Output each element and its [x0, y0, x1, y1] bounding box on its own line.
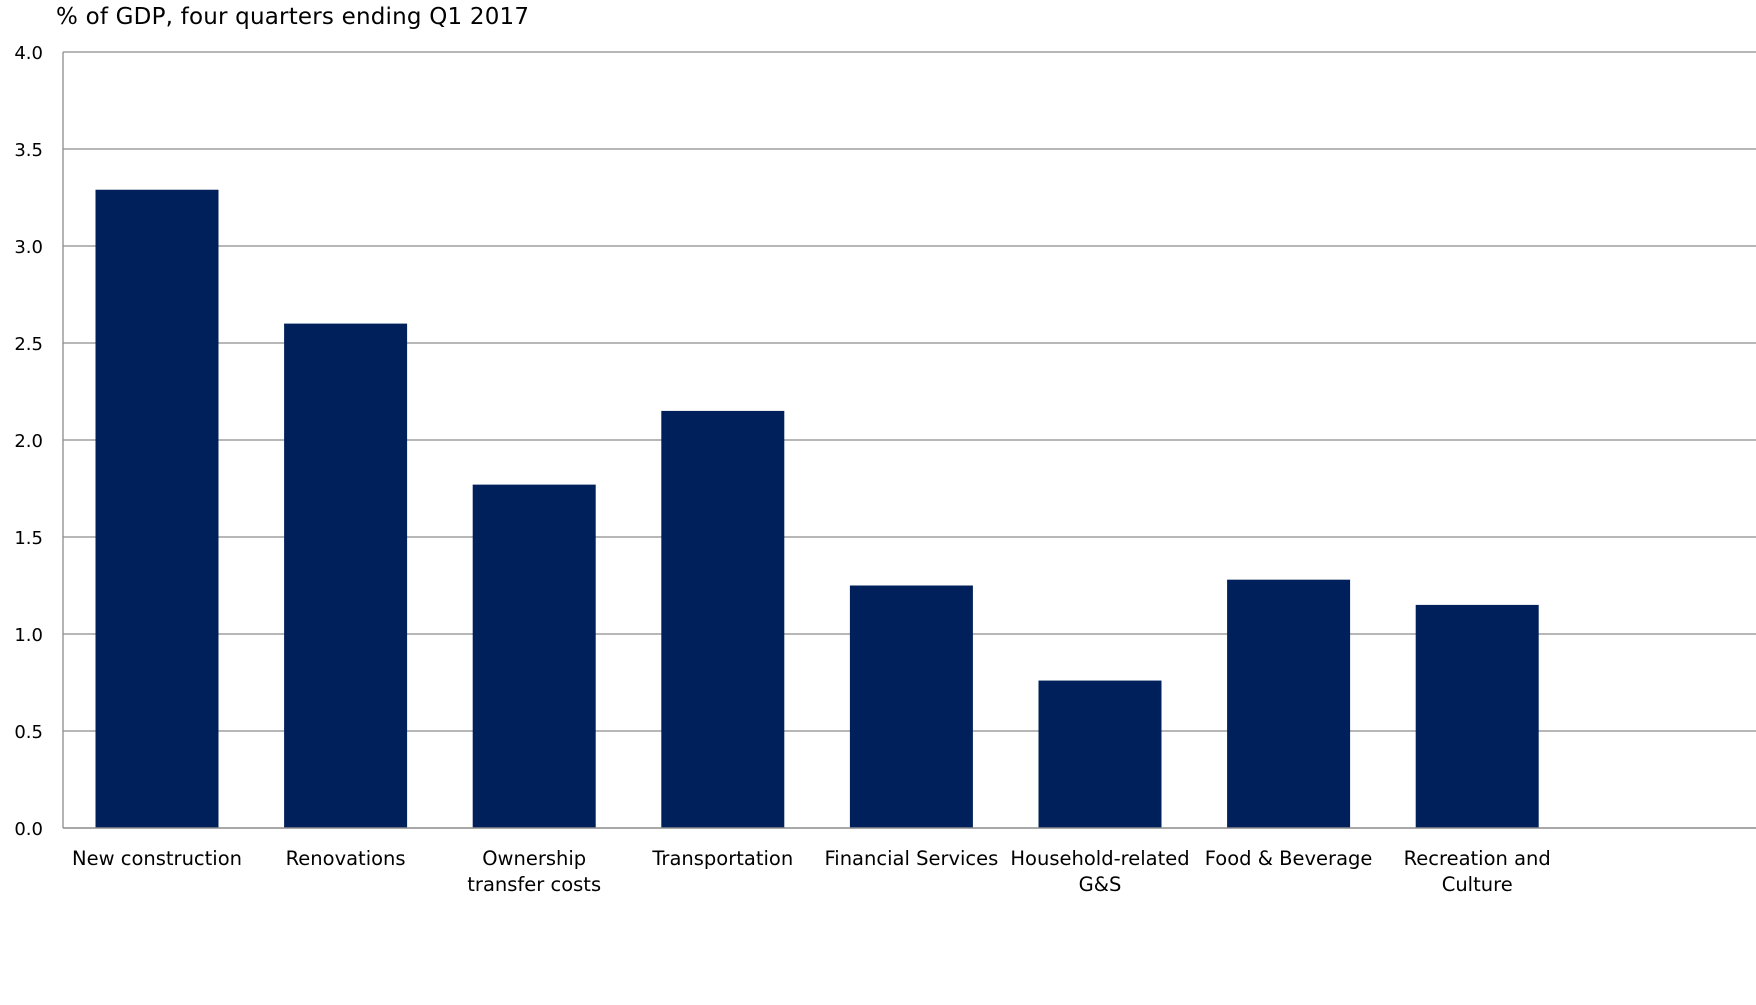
x-tick-label: Renovations	[286, 847, 406, 870]
bar	[849, 585, 973, 828]
x-tick-label: Household-related G&S	[1010, 847, 1189, 896]
bar	[284, 323, 408, 828]
y-tick-label: 2.0	[14, 431, 43, 452]
y-tick-label: 2.5	[14, 334, 43, 355]
x-tick-label: Financial Services	[824, 847, 998, 870]
y-tick-label: 1.0	[14, 625, 43, 646]
y-tick-label: 0.0	[14, 819, 43, 840]
y-tick-label: 3.5	[14, 140, 43, 161]
x-tick-label-line: Renovations	[286, 847, 406, 870]
y-tick-label: 3.0	[14, 237, 43, 258]
y-tick-label: 0.5	[14, 722, 43, 743]
x-tick-label: Food & Beverage	[1205, 847, 1373, 870]
x-tick-label-line: Culture	[1442, 873, 1513, 896]
y-tick-label: 4.0	[14, 43, 43, 64]
bar	[1038, 680, 1162, 828]
bar	[1227, 579, 1351, 828]
x-tick-label: Recreation and Culture	[1404, 847, 1551, 896]
x-tick-label-line: Transportation	[651, 847, 793, 870]
x-tick-label-line: transfer costs	[467, 873, 601, 896]
x-tick-label-line: New construction	[72, 847, 242, 870]
x-tick-label: Ownership transfer costs	[467, 847, 601, 896]
x-tick-label-line: Financial Services	[824, 847, 998, 870]
bar	[661, 410, 785, 828]
bar	[95, 189, 219, 829]
x-tick-label-line: Household-related	[1010, 847, 1189, 870]
bar	[1415, 604, 1539, 828]
y-tick-label: 1.5	[14, 528, 43, 549]
bar	[472, 484, 596, 828]
x-tick-label-line: Ownership	[482, 847, 586, 870]
x-tick-label-line: Recreation and	[1404, 847, 1551, 870]
x-tick-label: Transportation	[651, 847, 793, 870]
chart-title: % of GDP, four quarters ending Q1 2017	[56, 4, 530, 30]
x-tick-label-line: Food & Beverage	[1205, 847, 1373, 870]
x-tick-label-line: G&S	[1079, 873, 1122, 896]
x-tick-label: New construction	[72, 847, 242, 870]
